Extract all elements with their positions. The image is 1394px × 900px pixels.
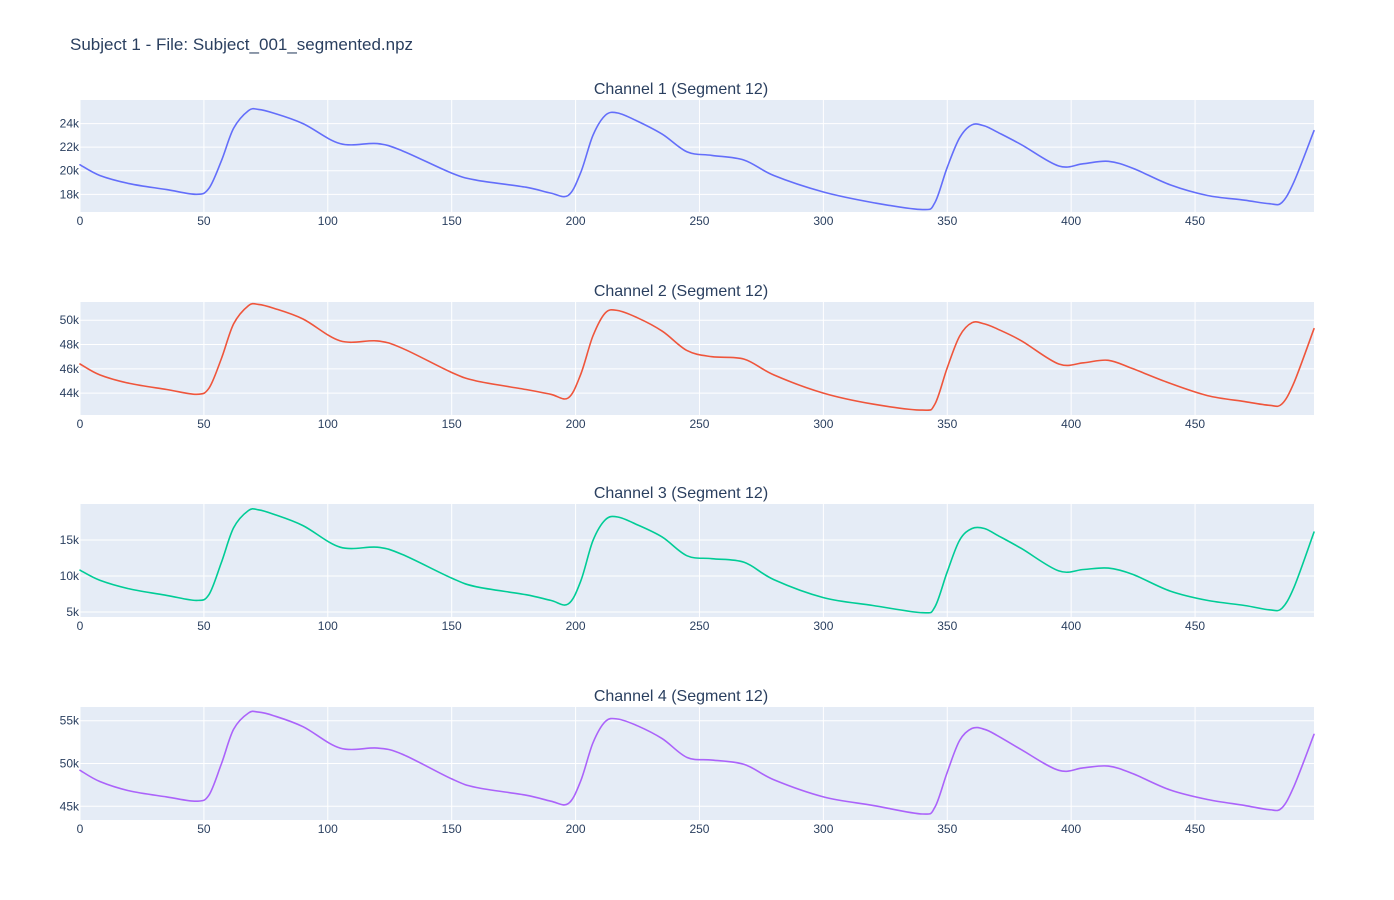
- x-tick-label: 450: [1185, 822, 1205, 836]
- x-tick-label: 250: [689, 214, 709, 228]
- x-tick-label: 350: [937, 822, 957, 836]
- x-tick-label: 100: [318, 619, 338, 633]
- y-tick-label: 20k: [60, 164, 80, 178]
- x-tick-label: 350: [937, 214, 957, 228]
- x-tick-label: 300: [813, 822, 833, 836]
- x-tick-label: 50: [197, 822, 211, 836]
- x-tick-label: 350: [937, 417, 957, 431]
- y-tick-label: 24k: [60, 117, 80, 131]
- x-tick-label: 0: [77, 214, 84, 228]
- x-tick-label: 0: [77, 417, 84, 431]
- x-tick-label: 150: [442, 822, 462, 836]
- y-tick-label: 44k: [60, 386, 80, 400]
- y-tick-label: 48k: [60, 338, 80, 352]
- series-line: [79, 508, 1315, 614]
- x-tick-label: 450: [1185, 417, 1205, 431]
- x-tick-label: 0: [77, 619, 84, 633]
- series-line: [79, 710, 1315, 815]
- x-tick-label: 100: [318, 214, 338, 228]
- x-tick-label: 300: [813, 214, 833, 228]
- y-tick-label: 15k: [60, 533, 80, 547]
- subplot-title: Channel 4 (Segment 12): [594, 688, 768, 705]
- subplot-channel-4: Channel 4 (Segment 12) 0 50 100 150 200 250 30…: [60, 688, 1315, 836]
- x-tick-label: 150: [442, 619, 462, 633]
- x-tick-label: 200: [566, 214, 586, 228]
- y-tick-label: 55k: [60, 714, 80, 728]
- subplot-title: Channel 2 (Segment 12): [594, 283, 768, 300]
- x-tick-label: 150: [442, 417, 462, 431]
- x-tick-label: 400: [1061, 214, 1081, 228]
- x-tick-label: 250: [689, 417, 709, 431]
- y-tick-label: 5k: [66, 605, 80, 619]
- x-tick-label: 250: [689, 822, 709, 836]
- x-tick-label: 450: [1185, 619, 1205, 633]
- x-tick-label: 200: [566, 619, 586, 633]
- y-tick-label: 18k: [60, 187, 80, 201]
- x-tick-label: 450: [1185, 214, 1205, 228]
- subplot-title: Channel 1 (Segment 12): [594, 81, 768, 98]
- subplot-channel-1: Channel 1 (Segment 12) 0 50 100 150 200 250 30…: [60, 81, 1315, 228]
- x-tick-label: 150: [442, 214, 462, 228]
- y-tick-label: 46k: [60, 362, 80, 376]
- y-tick-label: 50k: [60, 313, 80, 327]
- x-tick-label: 100: [318, 417, 338, 431]
- x-tick-label: 350: [937, 619, 957, 633]
- x-tick-label: 400: [1061, 417, 1081, 431]
- figure-title: Subject 1 - File: Subject_001_segmented.…: [70, 35, 413, 54]
- x-tick-label: 50: [197, 214, 211, 228]
- x-tick-label: 50: [197, 417, 211, 431]
- y-tick-label: 22k: [60, 140, 80, 154]
- x-tick-label: 300: [813, 417, 833, 431]
- series-line: [79, 302, 1315, 411]
- y-tick-label: 45k: [60, 799, 80, 813]
- plot-area: [80, 504, 1314, 617]
- plot-area: [80, 100, 1314, 212]
- subplot-channel-3: Channel 3 (Segment 12) 0 50 100 150 200 250 30…: [60, 485, 1315, 633]
- x-tick-label: 200: [566, 417, 586, 431]
- subplot-title: Channel 3 (Segment 12): [594, 485, 768, 502]
- plot-area: [80, 302, 1314, 415]
- subplot-channel-2: Channel 2 (Segment 12) 0 50 100 150 200 250 30…: [60, 283, 1315, 431]
- y-tick-label: 10k: [60, 569, 80, 583]
- x-tick-label: 200: [566, 822, 586, 836]
- x-tick-label: 0: [77, 822, 84, 836]
- x-tick-label: 300: [813, 619, 833, 633]
- x-tick-label: 400: [1061, 822, 1081, 836]
- series-line: [79, 107, 1315, 211]
- x-tick-label: 250: [689, 619, 709, 633]
- x-tick-label: 400: [1061, 619, 1081, 633]
- x-tick-label: 100: [318, 822, 338, 836]
- y-tick-label: 50k: [60, 757, 80, 771]
- x-tick-label: 50: [197, 619, 211, 633]
